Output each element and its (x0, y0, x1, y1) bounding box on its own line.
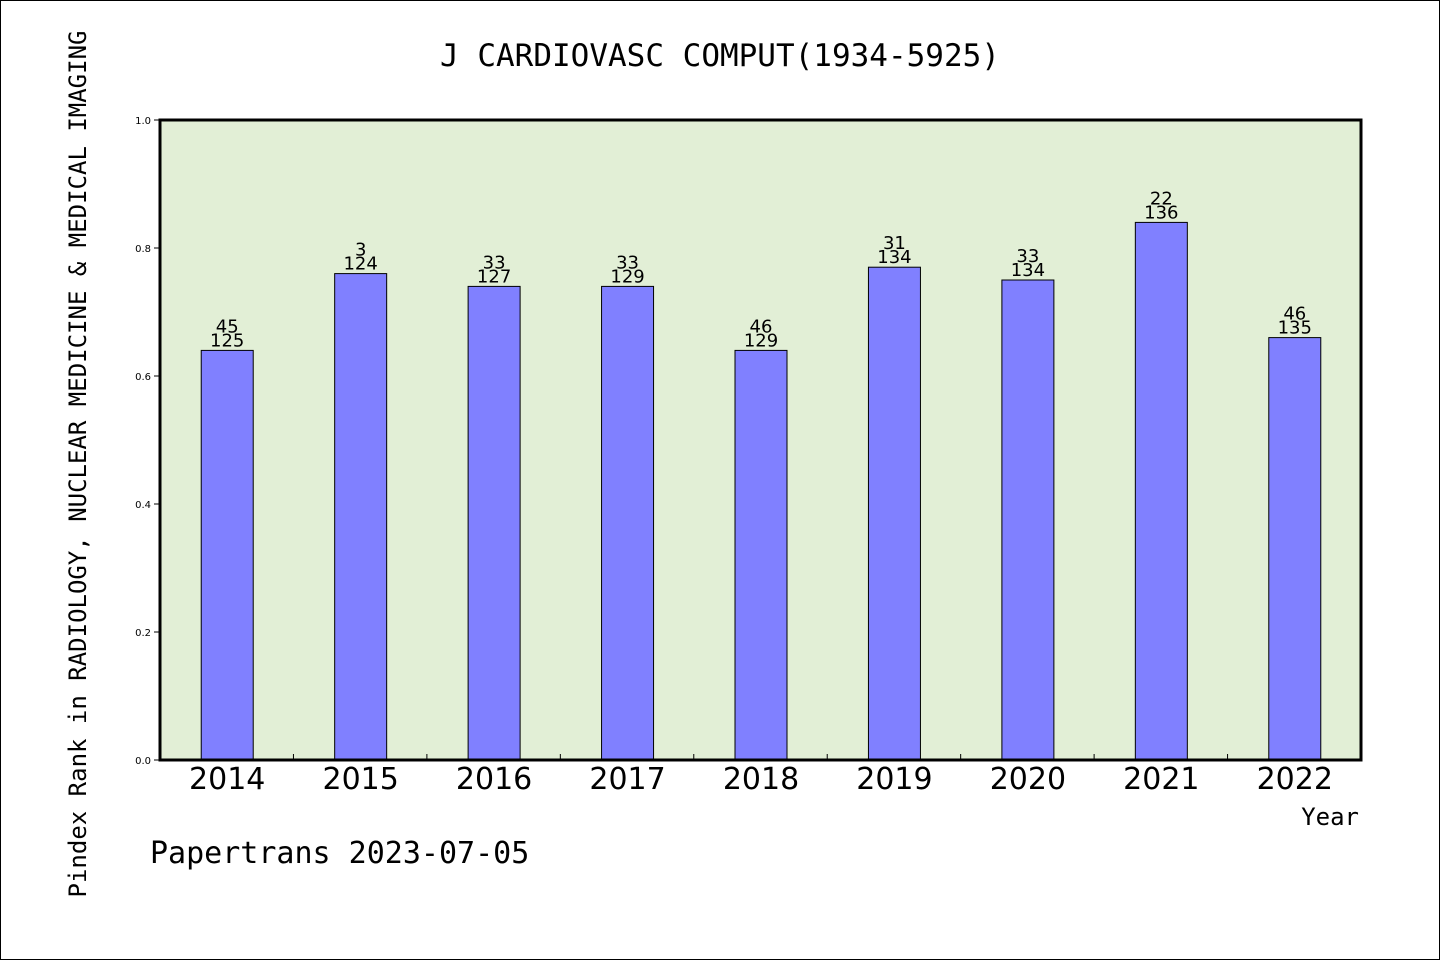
x-axis-label: Year (1301, 803, 1359, 831)
x-tick-label: 2017 (589, 762, 665, 797)
bar-total-label: 136 (1144, 202, 1178, 223)
watermark-text: Papertrans 2023-07-05 (150, 836, 529, 871)
bar (734, 349, 788, 761)
bar-total-label: 129 (744, 330, 778, 351)
bar-rank-label: 46 (750, 316, 773, 337)
bar-rank-label: 31 (883, 233, 906, 254)
x-tick-label: 2019 (856, 762, 932, 797)
bar (1134, 221, 1188, 761)
bar-rank-label: 33 (483, 252, 506, 273)
bar (601, 285, 655, 761)
bar-rank-label: 33 (1016, 246, 1039, 267)
bar-rank-label: 46 (1283, 304, 1306, 325)
bar-total-label: 134 (877, 247, 911, 268)
x-axis-ticks: 2014 2015 2016 2017 2018 2019 2020 2021 2022 (189, 754, 1333, 797)
x-tick-label: 2021 (1123, 762, 1199, 797)
bar-rank-label: 45 (216, 316, 239, 337)
y-tick-label: 0.0 (135, 756, 151, 767)
y-tick-label: 1.0 (135, 116, 151, 127)
bar (1001, 279, 1055, 761)
y-tick-label: 0.8 (135, 244, 151, 255)
y-axis-label: Pindex Rank in RADIOLOGY, NUCLEAR MEDICI… (64, 31, 92, 898)
y-axis-ticks: 0.0 0.2 0.4 0.6 0.8 1.0 (135, 116, 160, 767)
bar-total-label: 129 (610, 266, 644, 287)
x-tick-label: 2014 (189, 762, 265, 797)
bar-total-label: 127 (477, 266, 511, 287)
bar (334, 273, 388, 761)
y-tick-label: 0.6 (135, 372, 151, 383)
bar (200, 349, 254, 761)
x-tick-label: 2018 (723, 762, 799, 797)
y-tick-label: 0.4 (135, 500, 151, 511)
bar-total-label: 124 (343, 254, 377, 275)
bar-rank-label: 22 (1150, 188, 1173, 209)
bar-rank-label: 3 (355, 240, 366, 261)
bar-series: 1254512431273312933129461343113433136221… (200, 188, 1322, 761)
plot-border (158, 118, 1363, 762)
x-tick-label: 2016 (456, 762, 532, 797)
bar-rank-label: 33 (616, 252, 639, 273)
chart-title: J CARDIOVASC COMPUT(1934-5925) (440, 38, 1000, 74)
y-tick-label: 0.2 (135, 628, 151, 639)
bar (1268, 337, 1322, 761)
x-tick-label: 2022 (1257, 762, 1333, 797)
bar (867, 266, 921, 761)
bar (467, 285, 521, 761)
x-tick-label: 2015 (322, 762, 398, 797)
bar-total-label: 135 (1278, 318, 1312, 339)
x-tick-label: 2020 (990, 762, 1066, 797)
bar-total-label: 134 (1011, 260, 1045, 281)
bar-total-label: 125 (210, 330, 244, 351)
